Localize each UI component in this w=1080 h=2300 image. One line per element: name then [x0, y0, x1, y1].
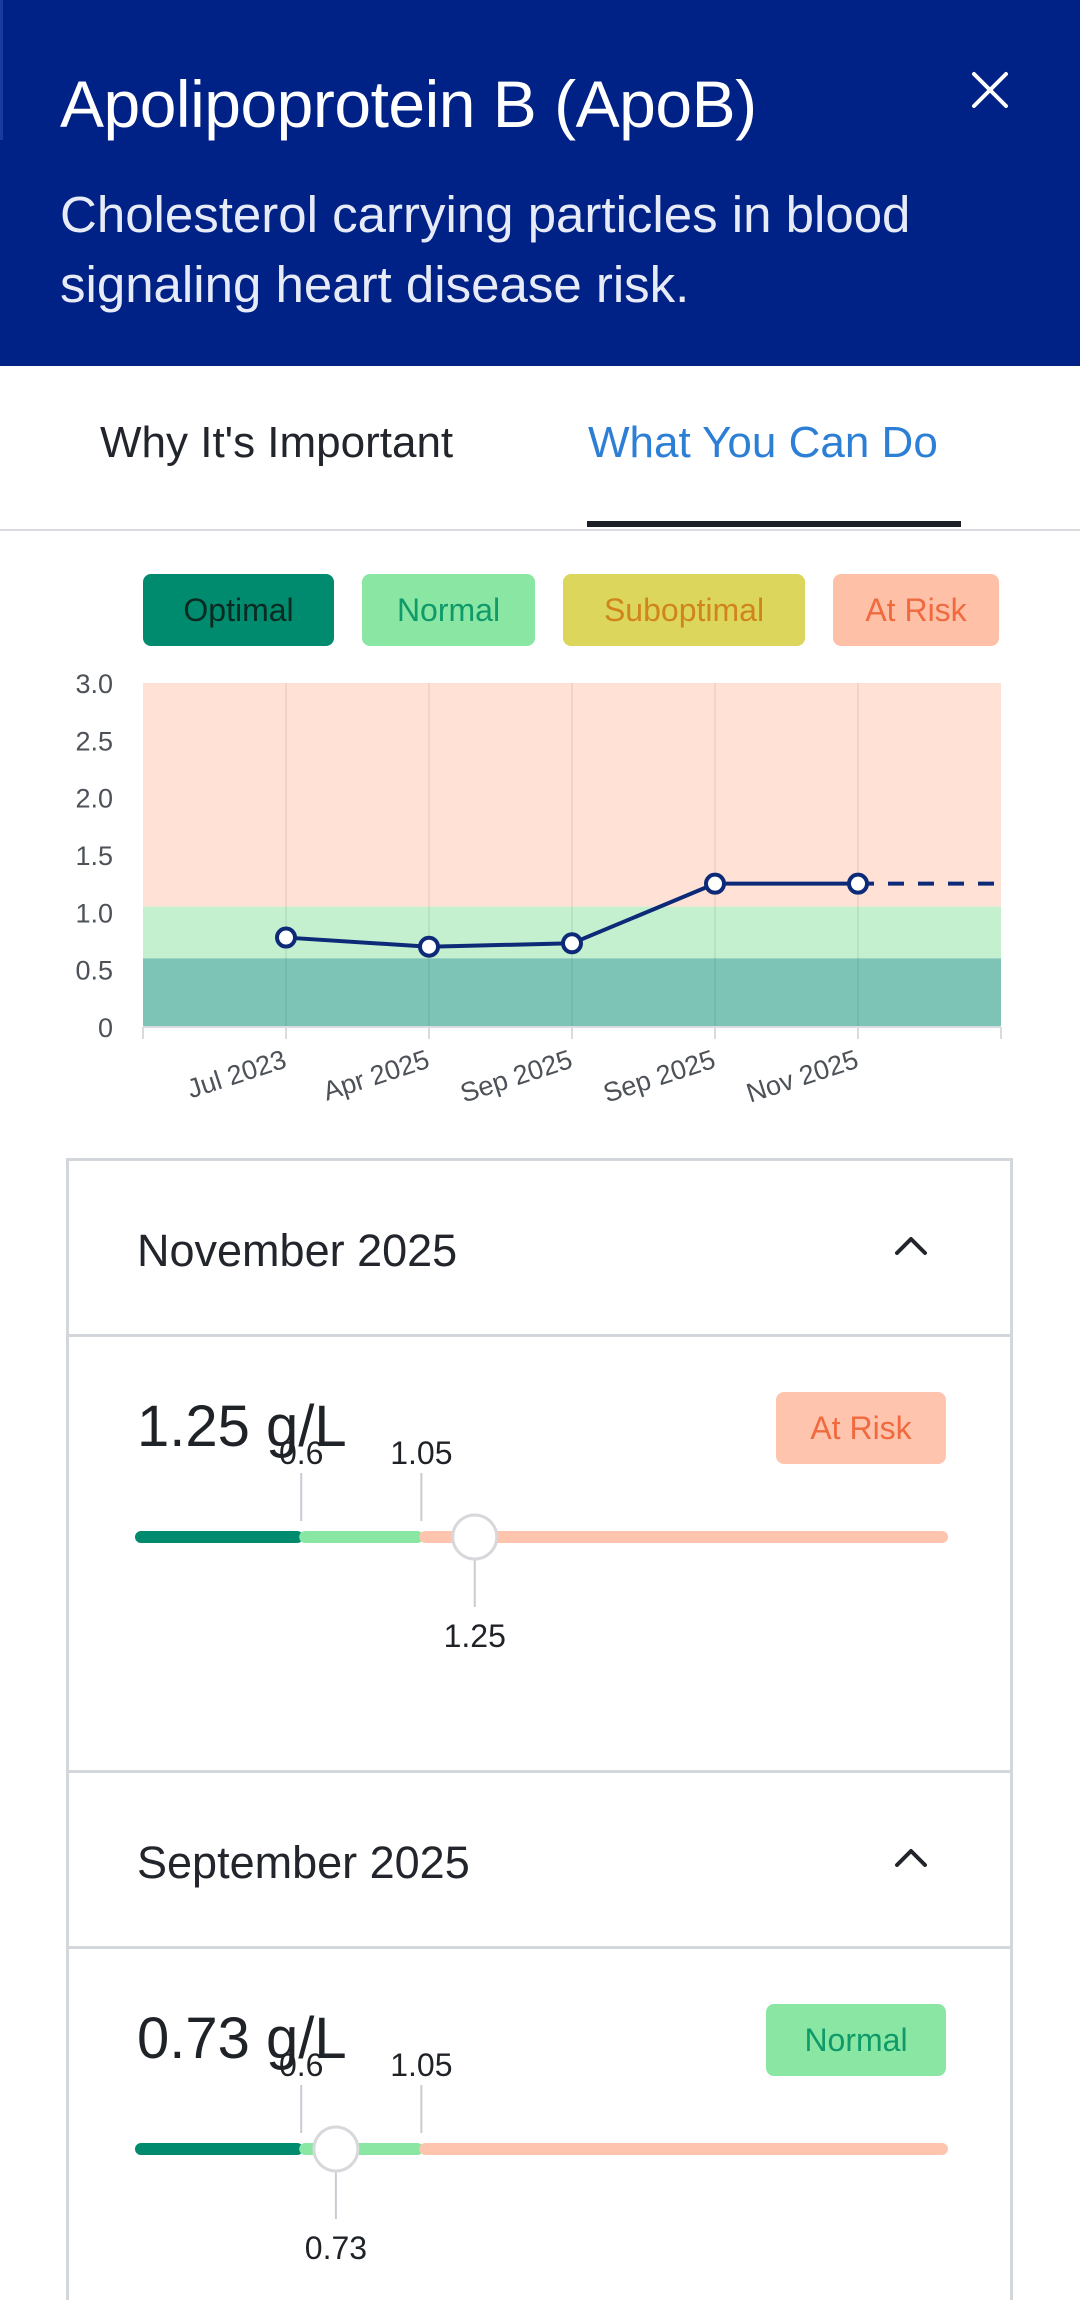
value-marker: [451, 1513, 499, 1561]
legend-optimal[interactable]: Optimal: [143, 574, 334, 646]
marker-label: 1.25: [444, 1618, 506, 1654]
y-tick-label: 0: [98, 1013, 113, 1043]
x-tick-label: Nov 2025: [743, 1044, 862, 1108]
status-badge: At Risk: [776, 1392, 946, 1464]
reading-value: 0.73 g/L: [137, 2006, 347, 2071]
reading-detail-september: 0.73 g/L Normal 0.6 1.05 0.73: [69, 1949, 1010, 2300]
tab-bar: Why It's Important What You Can Do: [0, 366, 1080, 531]
tab-what-you-can-do[interactable]: What You Can Do: [588, 418, 938, 467]
chevron-up-icon: [895, 1237, 927, 1255]
active-tab-indicator: [587, 521, 961, 527]
apob-trend-chart: 3.0 2.5 2.0 1.5 1.0 0.5 0 Jul 2023 Apr 2025 Sep 2…: [75, 669, 1002, 1108]
range-band: [143, 958, 1001, 1027]
marker-label: 0.73: [305, 2230, 367, 2266]
legend-normal[interactable]: Normal: [362, 574, 535, 646]
data-point: [418, 935, 440, 958]
threshold-label: 0.6: [279, 2047, 323, 2083]
threshold-label: 0.6: [279, 1435, 323, 1471]
y-tick-label: 0.5: [75, 956, 113, 986]
x-tick-label: Sep 2025: [457, 1044, 576, 1108]
threshold-label: 1.05: [390, 2047, 452, 2083]
range-band: [143, 683, 1001, 907]
readings-card: November 2025 1.25 g/L At Risk 0.6 1.05 1.…: [66, 1158, 1013, 2300]
biomarker-subtitle: Cholesterol carrying particles in blood …: [60, 186, 911, 313]
close-icon: [972, 72, 1008, 108]
y-tick-label: 2.5: [75, 726, 113, 756]
chevron-up-icon: [895, 1849, 927, 1867]
y-tick-label: 3.0: [75, 669, 113, 699]
biomarker-header: Apolipoprotein B (ApoB) Cholesterol carr…: [0, 0, 1080, 366]
threshold-label: 1.05: [390, 1435, 452, 1471]
biomarker-title: Apolipoprotein B (ApoB): [60, 67, 757, 141]
x-tick-label: Sep 2025: [600, 1044, 719, 1108]
data-point: [847, 872, 869, 895]
reading-month: September 2025: [137, 1837, 470, 1888]
reading-detail-november: 1.25 g/L At Risk 0.6 1.05 1.25: [69, 1337, 1010, 1773]
range-bar: 0.6 1.05 0.73: [135, 2047, 948, 2266]
reading-header-november[interactable]: November 2025: [69, 1161, 1010, 1337]
x-tick-label: Apr 2025: [319, 1044, 433, 1106]
data-point: [704, 872, 726, 895]
x-tick-label: Jul 2023: [183, 1044, 289, 1104]
status-badge: Normal: [766, 2004, 946, 2076]
range-bar: 0.6 1.05 1.25: [135, 1435, 948, 1654]
legend-at-risk[interactable]: At Risk: [833, 574, 999, 646]
value-marker: [312, 2125, 360, 2173]
y-tick-label: 1.0: [75, 898, 113, 928]
reading-month: November 2025: [137, 1225, 458, 1276]
data-point: [561, 932, 583, 955]
y-tick-label: 2.0: [75, 784, 113, 814]
tab-why-its-important[interactable]: Why It's Important: [100, 418, 454, 467]
legend-suboptimal[interactable]: Suboptimal: [563, 574, 805, 646]
header-edge: [0, 0, 3, 140]
reading-value: 1.25 g/L: [137, 1394, 347, 1459]
close-button[interactable]: [960, 60, 1020, 120]
y-tick-label: 1.5: [75, 841, 113, 871]
data-point: [275, 926, 297, 949]
reading-header-september[interactable]: September 2025: [69, 1773, 1010, 1949]
